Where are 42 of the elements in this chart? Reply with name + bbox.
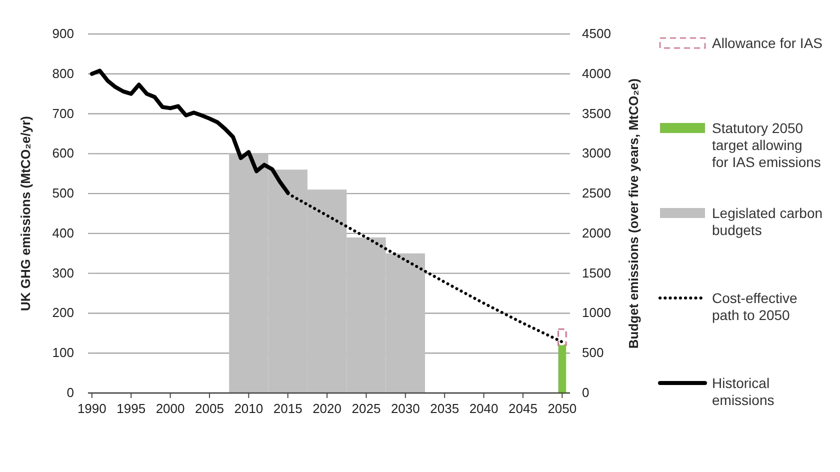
x-tick-label: 1990 <box>77 401 106 416</box>
x-tick-label: 2030 <box>390 401 420 416</box>
x-tick-label: 2050 <box>548 401 577 416</box>
y2-tick-label: 3500 <box>582 106 611 121</box>
y-tick-label: 400 <box>52 225 74 240</box>
legend-label: Statutory 2050 target allowing for IAS emissions <box>712 120 821 170</box>
y-tick-label: 500 <box>52 186 74 201</box>
y-tick-label: 300 <box>52 265 74 280</box>
y2-tick-label: 1000 <box>582 305 611 320</box>
legend-label: Historical emissions <box>712 375 774 408</box>
y2-tick-label: 2500 <box>582 186 611 201</box>
y-tick-label: 600 <box>52 146 74 161</box>
y2-tick-label: 4000 <box>582 66 611 81</box>
y2-tick-label: 1500 <box>582 265 611 280</box>
y-tick-label: 200 <box>52 305 74 320</box>
x-tick-label: 2040 <box>469 401 498 416</box>
y-tick-label: 0 <box>66 385 74 400</box>
y-tick-label: 800 <box>52 66 74 81</box>
legend-label: Cost-effective path to 2050 <box>712 290 798 323</box>
y-tick-label: 700 <box>52 106 74 121</box>
legend-label: Allowance for IAS <box>712 35 822 51</box>
y2-tick-label: 0 <box>582 385 590 400</box>
bar <box>558 345 566 393</box>
x-tick-label: 2025 <box>352 401 381 416</box>
y-tick-label: 100 <box>52 345 74 360</box>
x-tick-label: 2005 <box>195 401 224 416</box>
y-tick-label: 900 <box>52 26 74 41</box>
bar <box>557 328 567 346</box>
y2-tick-label: 3000 <box>582 146 611 161</box>
y2-tick-label: 2000 <box>582 225 611 240</box>
legend-label: Legislated carbon budgets <box>712 205 823 238</box>
x-tick-label: 2045 <box>508 401 538 416</box>
y-axis-title: UK GHG emissions (MtCO₂e/yr) <box>18 116 33 312</box>
x-tick-label: 2010 <box>234 401 264 416</box>
x-tick-label: 2000 <box>156 401 185 416</box>
y2-tick-label: 4500 <box>582 26 611 41</box>
x-tick-label: 2035 <box>430 401 460 416</box>
x-tick-label: 1995 <box>116 401 146 416</box>
y2-tick-label: 500 <box>582 345 604 360</box>
y2-axis-title: Budget emissions (over five years, MtCO₂e) <box>626 78 641 349</box>
x-tick-label: 2015 <box>273 401 302 416</box>
x-tick-label: 2020 <box>312 401 342 416</box>
